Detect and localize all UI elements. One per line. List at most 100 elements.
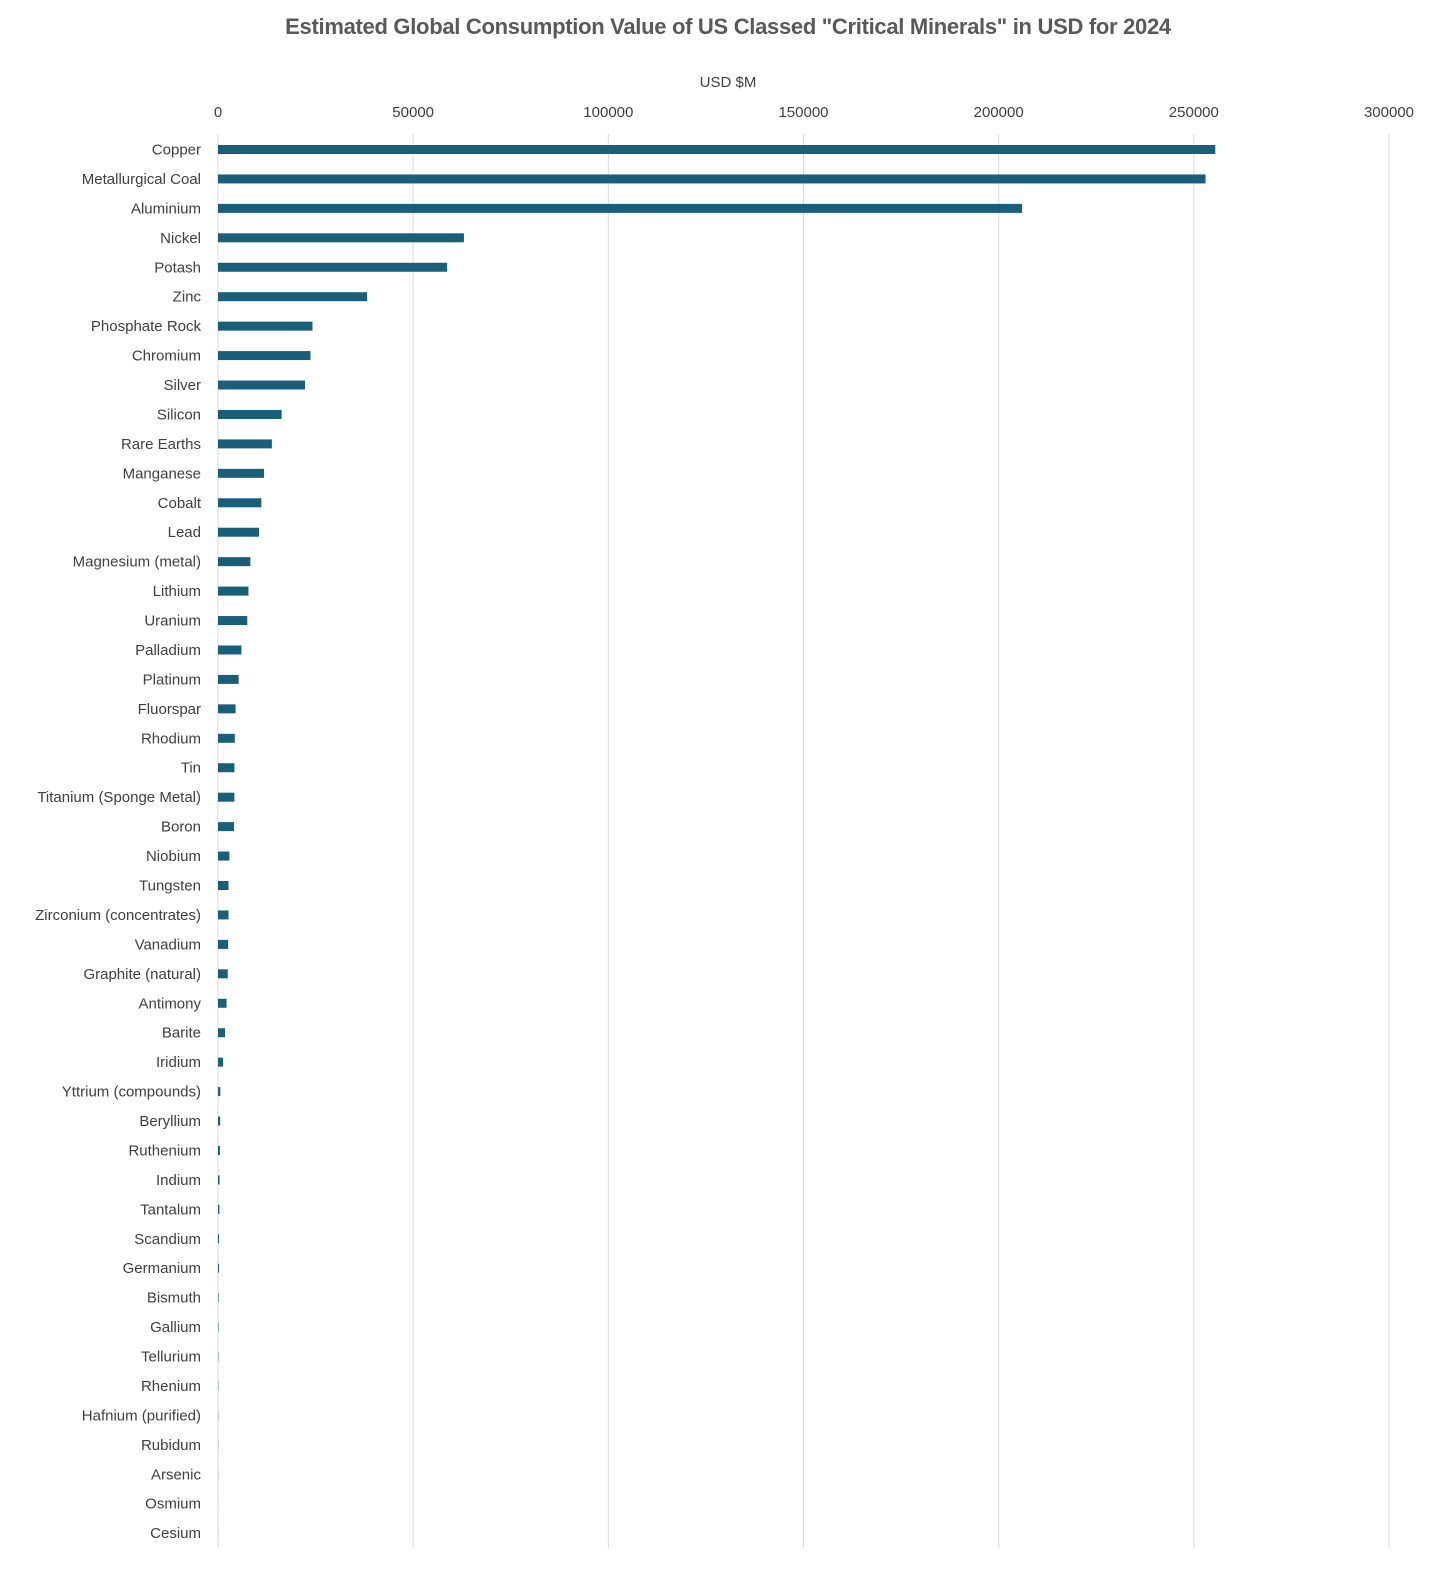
x-tick-label: 200000 xyxy=(974,104,1024,121)
bar-tin xyxy=(218,763,235,773)
category-label: Cobalt xyxy=(158,495,202,512)
bar-fluorspar xyxy=(218,704,236,714)
category-label: Phosphate Rock xyxy=(91,318,202,335)
bar-tantalum xyxy=(218,1204,220,1214)
category-label: Copper xyxy=(152,142,201,159)
x-tick-label: 300000 xyxy=(1364,104,1414,121)
category-label: Titanium (Sponge Metal) xyxy=(37,789,201,806)
bar-uranium xyxy=(218,616,248,626)
category-label: Barite xyxy=(162,1025,201,1042)
bar-aluminium xyxy=(218,203,1023,213)
category-label: Lithium xyxy=(153,583,201,600)
category-label: Magnesium (metal) xyxy=(73,554,201,571)
category-label: Lead xyxy=(168,524,201,541)
category-label: Tellurium xyxy=(141,1349,201,1366)
bar-lithium xyxy=(218,586,249,596)
category-label: Zinc xyxy=(173,289,202,306)
bar-copper xyxy=(218,145,1216,154)
category-label: Tantalum xyxy=(140,1201,201,1218)
bar-scandium xyxy=(218,1234,219,1244)
category-label: Gallium xyxy=(150,1319,201,1336)
bar-phosphate-rock xyxy=(218,321,313,331)
bar-zinc xyxy=(218,292,368,302)
category-label: Scandium xyxy=(134,1231,201,1248)
category-label: Ruthenium xyxy=(128,1142,201,1159)
x-tick-label: 0 xyxy=(214,104,222,121)
bar-beryllium xyxy=(218,1116,221,1126)
bar-silver xyxy=(218,380,306,390)
x-axis-title: USD $M xyxy=(699,74,757,91)
category-label: Graphite (natural) xyxy=(83,966,201,983)
category-label: Aluminium xyxy=(131,200,201,217)
bar-silicon xyxy=(218,409,282,419)
category-label: Silver xyxy=(163,377,201,394)
bar-barite xyxy=(218,1028,226,1038)
bar-antimony xyxy=(218,998,227,1008)
category-label: Niobium xyxy=(146,848,201,865)
gridlines xyxy=(217,134,1390,1548)
category-label: Bismuth xyxy=(147,1290,201,1307)
category-label: Cesium xyxy=(150,1525,201,1542)
category-label: Rhenium xyxy=(141,1378,201,1395)
bar-rare-earths xyxy=(218,439,272,449)
x-tick-label: 250000 xyxy=(1169,104,1219,121)
category-label: Arsenic xyxy=(151,1466,202,1483)
bar-graphite-natural xyxy=(218,969,228,979)
category-label: Boron xyxy=(161,819,201,836)
bar-ruthenium xyxy=(218,1145,220,1155)
category-label: Tin xyxy=(181,760,201,777)
category-label: Yttrium (compounds) xyxy=(62,1084,201,1101)
bar-germanium xyxy=(218,1263,219,1273)
bars xyxy=(218,145,1216,1538)
bar-iridium xyxy=(218,1057,224,1067)
bar-potash xyxy=(218,262,448,272)
bar-metallurgical-coal xyxy=(218,174,1206,184)
x-tick-label: 150000 xyxy=(778,104,828,121)
bar-indium xyxy=(218,1175,220,1185)
category-label: Zirconium (concentrates) xyxy=(35,907,201,924)
bar-yttrium-compounds xyxy=(218,1087,221,1097)
bar-niobium xyxy=(218,851,230,861)
category-label: Tungsten xyxy=(139,878,201,895)
bar-titanium-sponge-metal xyxy=(218,792,235,802)
chart-title: Estimated Global Consumption Value of US… xyxy=(285,14,1171,39)
bar-rhodium xyxy=(218,733,235,743)
category-label: Rubidum xyxy=(141,1437,201,1454)
category-label: Rare Earths xyxy=(121,436,201,453)
category-label: Metallurgical Coal xyxy=(82,171,201,188)
bar-manganese xyxy=(218,468,265,478)
x-axis-ticks: 0 50000 100000 150000 200000 250000 300000 xyxy=(214,104,1414,121)
category-label: Uranium xyxy=(144,613,201,630)
category-label: Manganese xyxy=(123,465,201,482)
bar-boron xyxy=(218,822,235,832)
category-label: Chromium xyxy=(132,348,201,365)
category-label: Potash xyxy=(154,259,201,276)
bar-magnesium-metal xyxy=(218,557,251,567)
category-label: Silicon xyxy=(157,406,201,423)
bar-lead xyxy=(218,527,259,537)
category-label: Indium xyxy=(156,1172,201,1189)
category-label: Platinum xyxy=(143,671,201,688)
bar-vanadium xyxy=(218,939,229,949)
category-label: Nickel xyxy=(160,230,201,247)
bar-tungsten xyxy=(218,881,229,890)
category-label: Palladium xyxy=(135,642,201,659)
bar-bismuth xyxy=(218,1293,219,1303)
category-label: Vanadium xyxy=(135,936,201,953)
bar-zirconium-concentrates xyxy=(218,910,229,920)
category-label: Antimony xyxy=(138,995,201,1012)
category-labels: Copper Metallurgical Coal Aluminium Nickel P… xyxy=(35,142,202,1543)
bar-nickel xyxy=(218,233,464,243)
x-tick-label: 50000 xyxy=(392,104,434,121)
bar-cobalt xyxy=(218,498,262,508)
bar-chromium xyxy=(218,351,311,361)
category-label: Osmium xyxy=(145,1496,201,1513)
category-label: Beryllium xyxy=(139,1113,201,1130)
category-label: Fluorspar xyxy=(138,701,201,718)
bar-platinum xyxy=(218,674,239,684)
category-label: Germanium xyxy=(123,1260,201,1277)
category-label: Rhodium xyxy=(141,730,201,747)
category-label: Iridium xyxy=(156,1054,201,1071)
bar-palladium xyxy=(218,645,242,655)
